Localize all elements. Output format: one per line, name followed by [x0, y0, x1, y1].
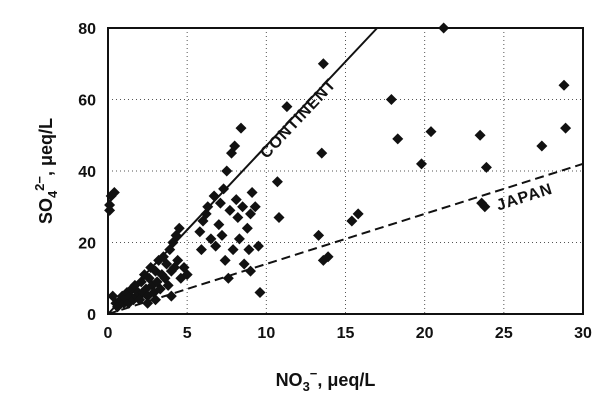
x-tick-label: 25: [495, 325, 513, 342]
x-axis-title-unit: , μeq/L: [317, 370, 375, 390]
data-point: [273, 211, 285, 223]
data-point: [119, 292, 131, 304]
data-point: [560, 122, 572, 134]
data-point: [200, 208, 212, 220]
data-points: [104, 22, 572, 313]
data-point: [480, 161, 492, 173]
data-point: [161, 258, 173, 270]
plot-area-frame: [107, 27, 584, 315]
data-point: [224, 204, 236, 216]
data-point: [195, 244, 207, 256]
data-point: [536, 140, 548, 152]
data-point: [237, 201, 249, 213]
x-axis-title-sup: −: [310, 366, 318, 381]
x-axis-title: NO3−, μeq/L: [276, 366, 376, 394]
line-labels: CONTINENT JAPAN: [257, 76, 555, 215]
data-point: [425, 126, 437, 138]
data-point: [150, 294, 161, 306]
data-point: [238, 258, 250, 270]
data-point: [222, 272, 234, 284]
data-point: [108, 186, 120, 198]
y-tick-label: 40: [78, 164, 96, 181]
data-point: [249, 201, 261, 213]
data-point: [194, 226, 206, 238]
y-axis-title-unit: , μeq/L: [36, 118, 56, 176]
data-point: [216, 229, 228, 241]
data-point: [235, 122, 247, 134]
x-tick-label: 0: [104, 325, 113, 342]
data-point: [252, 240, 264, 252]
data-point: [313, 229, 325, 241]
data-point: [271, 176, 283, 188]
data-point: [246, 186, 258, 198]
data-point: [208, 190, 220, 202]
data-point: [230, 194, 242, 206]
data-point: [210, 240, 222, 252]
data-point: [254, 287, 266, 299]
data-point: [245, 208, 256, 220]
data-point: [219, 254, 231, 266]
y-tick-label: 60: [78, 93, 96, 110]
x-axis-title-main: NO: [276, 370, 303, 390]
data-point: [221, 165, 233, 177]
data-point: [245, 265, 256, 277]
data-point: [316, 147, 328, 159]
data-point: [392, 133, 404, 145]
data-point: [213, 219, 225, 231]
data-point: [229, 140, 241, 152]
grid-lines: [108, 28, 583, 314]
data-point: [202, 201, 214, 213]
data-point: [165, 290, 177, 302]
y-axis-title-sub: 4: [45, 190, 60, 198]
data-point: [416, 158, 427, 170]
x-tick-label: 15: [337, 325, 355, 342]
data-point: [352, 208, 364, 220]
data-point: [218, 183, 230, 195]
tick-labels: 0 5 10 15 20 25 30 0 20 40 60 80: [78, 21, 592, 342]
data-point: [104, 199, 116, 211]
data-point: [162, 279, 174, 291]
data-point: [232, 211, 244, 223]
data-point: [479, 201, 491, 213]
data-point: [233, 233, 245, 245]
x-tick-label: 10: [257, 325, 275, 342]
y-axis-title-main: SO: [36, 198, 56, 224]
line-label-japan: JAPAN: [494, 181, 554, 215]
data-point: [142, 297, 154, 309]
data-point: [214, 197, 226, 209]
x-tick-label: 20: [416, 325, 434, 342]
data-point: [385, 94, 397, 105]
data-point: [346, 215, 358, 227]
x-tick-label: 30: [574, 325, 592, 342]
data-point: [154, 283, 166, 295]
y-axis-title: SO42−, μeq/L: [32, 118, 60, 224]
data-point: [227, 244, 239, 256]
y-tick-label: 20: [78, 236, 96, 253]
y-tick-label: 0: [87, 307, 96, 324]
data-point: [243, 244, 255, 256]
data-point: [474, 129, 486, 141]
y-tick-label: 80: [78, 21, 96, 38]
y-axis-title-sup: 2−: [32, 176, 47, 191]
data-point: [205, 233, 217, 245]
data-point: [558, 79, 570, 91]
data-point: [172, 254, 184, 266]
data-point: [322, 251, 334, 263]
x-axis-title-sub: 3: [303, 379, 310, 394]
data-point: [241, 222, 253, 234]
data-point: [281, 101, 293, 113]
x-tick-label: 5: [183, 325, 192, 342]
data-point: [173, 222, 185, 234]
reference-lines: [107, 27, 584, 315]
line-label-continent: CONTINENT: [257, 76, 340, 162]
data-point: [317, 58, 329, 70]
data-point: [181, 269, 193, 281]
